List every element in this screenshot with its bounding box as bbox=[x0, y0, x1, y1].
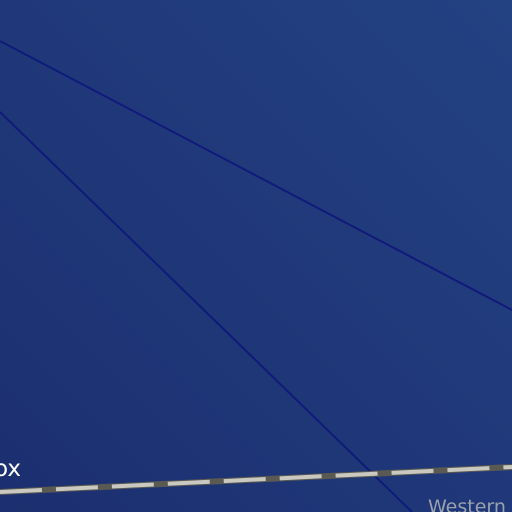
boundary-line-lower bbox=[0, 111, 413, 512]
place-label-partial: ox bbox=[0, 456, 21, 482]
region-label-western: Western bbox=[428, 496, 506, 512]
railway-line bbox=[0, 464, 512, 495]
boundary-line-upper bbox=[0, 40, 512, 311]
